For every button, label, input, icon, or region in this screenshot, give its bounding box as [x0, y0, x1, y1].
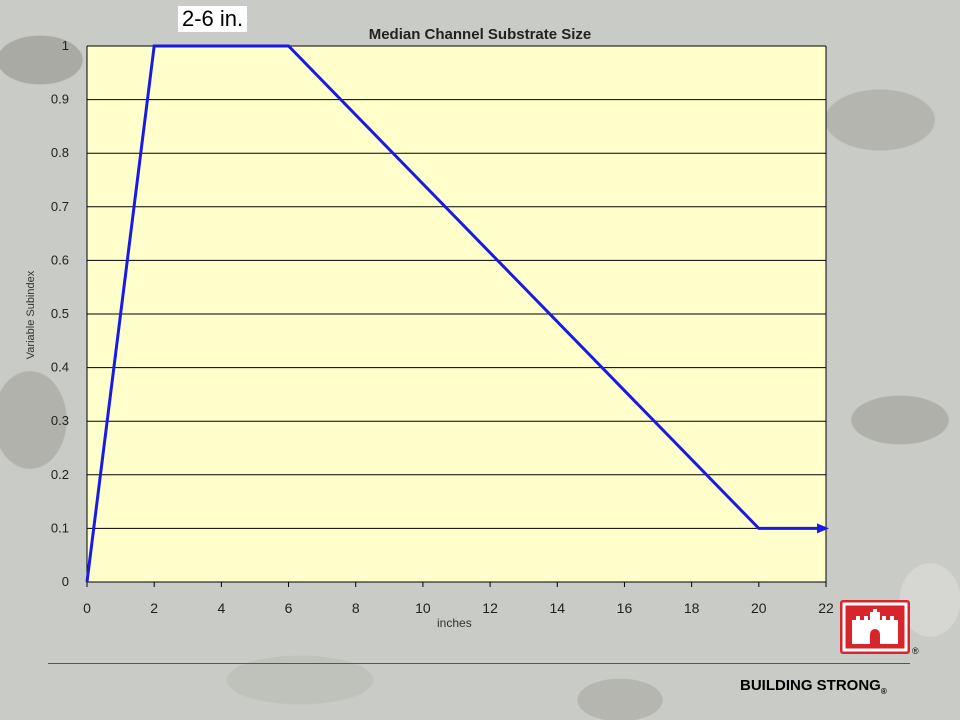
series-layer — [85, 44, 829, 583]
x-tick-label: 10 — [415, 600, 431, 616]
footer-divider — [48, 663, 910, 664]
x-tick-label: 2 — [150, 600, 158, 616]
logo-registered-mark: ® — [912, 646, 919, 656]
x-tick-label: 22 — [818, 600, 834, 616]
y-tick-label: 0.7 — [51, 199, 69, 214]
x-tick-label: 18 — [684, 600, 700, 616]
axes — [86, 46, 827, 587]
x-tick-label: 12 — [482, 600, 498, 616]
series-line — [85, 44, 826, 583]
y-tick-label: 0.8 — [51, 145, 69, 160]
castle-icon — [840, 600, 910, 654]
footer-brand: BUILDING STRONG® — [740, 677, 887, 696]
y-axis-label: Variable Subindex — [25, 270, 37, 360]
series-arrowhead — [817, 523, 829, 534]
y-tick-label: 0.9 — [51, 92, 69, 107]
grid-lines — [87, 45, 826, 583]
y-tick-label: 0.1 — [51, 520, 69, 535]
x-tick-label: 14 — [549, 600, 565, 616]
x-tick-label: 0 — [83, 600, 91, 616]
range-annotation: 2-6 in. — [178, 6, 248, 32]
y-tick-label: 0.6 — [51, 252, 69, 267]
chart-title: Median Channel Substrate Size — [368, 26, 592, 43]
x-tick-label: 8 — [352, 600, 360, 616]
x-tick-label: 20 — [751, 600, 767, 616]
y-tick-label: 0.3 — [51, 413, 69, 428]
y-tick-label: 1 — [62, 38, 69, 53]
footer-registered-mark: ® — [880, 687, 887, 696]
x-tick-label: 4 — [217, 600, 225, 616]
x-tick-label: 6 — [285, 600, 293, 616]
tick-labels: 00.10.20.30.40.50.60.70.80.910 2 4 6 8 10 12 14… — [51, 38, 834, 616]
footer-brand-text: BUILDING STRONG — [740, 677, 881, 694]
x-axis-label: inches — [437, 616, 472, 630]
y-tick-label: 0.5 — [51, 306, 69, 321]
y-tick-label: 0.2 — [51, 467, 69, 482]
x-tick-label: 16 — [617, 600, 633, 616]
y-tick-label: 0 — [62, 574, 69, 589]
y-tick-label: 0.4 — [51, 360, 69, 375]
